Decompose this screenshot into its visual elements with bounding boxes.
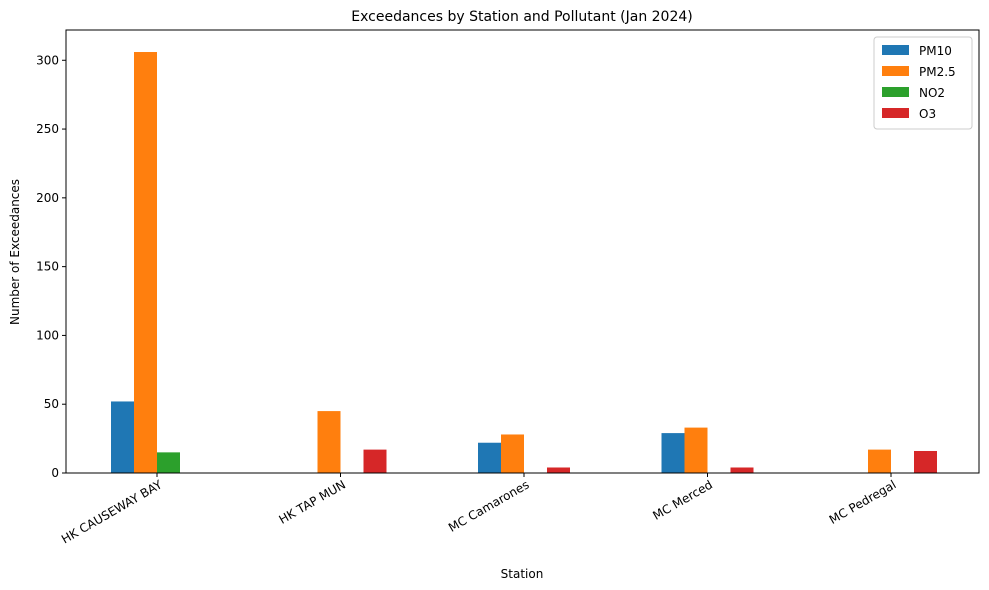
legend-box <box>873 36 973 130</box>
legend-label: PM2.5 <box>919 65 956 79</box>
x-tick-label: MC Camarones <box>446 477 531 534</box>
x-tick-label: HK CAUSEWAY BAY <box>59 477 165 546</box>
bar-o3-3 <box>730 467 754 473</box>
y-tick-label: 50 <box>44 397 59 411</box>
x-tick-label: MC Pedregal <box>827 477 899 526</box>
y-tick-label: 250 <box>36 122 59 136</box>
y-tick-label: 150 <box>36 260 59 274</box>
y-tick-label: 0 <box>51 466 59 480</box>
legend-label: PM10 <box>919 44 952 58</box>
x-tick-label: HK TAP MUN <box>276 477 348 526</box>
bar-pm25-4 <box>868 449 891 473</box>
y-tick-label: 100 <box>36 328 59 342</box>
bar-o3-4 <box>914 450 937 473</box>
bar-pm25-0 <box>134 52 157 473</box>
bar-pm10-3 <box>661 433 685 473</box>
legend-swatch <box>882 87 909 97</box>
x-tick-label: MC Merced <box>650 477 715 522</box>
legend-swatch <box>882 45 909 55</box>
legend-label: NO2 <box>919 86 945 100</box>
y-tick-label: 300 <box>36 53 59 67</box>
bar-pm25-2 <box>501 434 524 473</box>
bar-o3-1 <box>363 449 387 473</box>
bars-group <box>111 52 937 473</box>
x-axis-label: Station <box>501 567 544 581</box>
legend-label: O3 <box>919 107 936 121</box>
y-tick-label: 200 <box>36 191 59 205</box>
bar-pm25-3 <box>684 427 708 473</box>
legend-swatch <box>882 66 909 76</box>
bar-no2-0 <box>157 452 180 473</box>
y-axis: 0 50 100 150 200 250 300 <box>36 53 66 480</box>
legend: PM10 PM2.5 NO2 O3 <box>873 36 973 130</box>
bar-pm10-0 <box>111 401 134 473</box>
legend-swatch <box>882 108 909 118</box>
x-axis: HK CAUSEWAY BAY HK TAP MUN MC Camarones MC … <box>59 473 899 546</box>
chart-title: Exceedances by Station and Pollutant (Ja… <box>351 9 692 25</box>
y-axis-label: Number of Exceedances <box>8 179 22 325</box>
bar-pm25-1 <box>317 411 341 473</box>
plot-frame <box>65 29 980 474</box>
bar-pm10-2 <box>478 442 501 473</box>
bar-o3-2 <box>547 467 570 473</box>
